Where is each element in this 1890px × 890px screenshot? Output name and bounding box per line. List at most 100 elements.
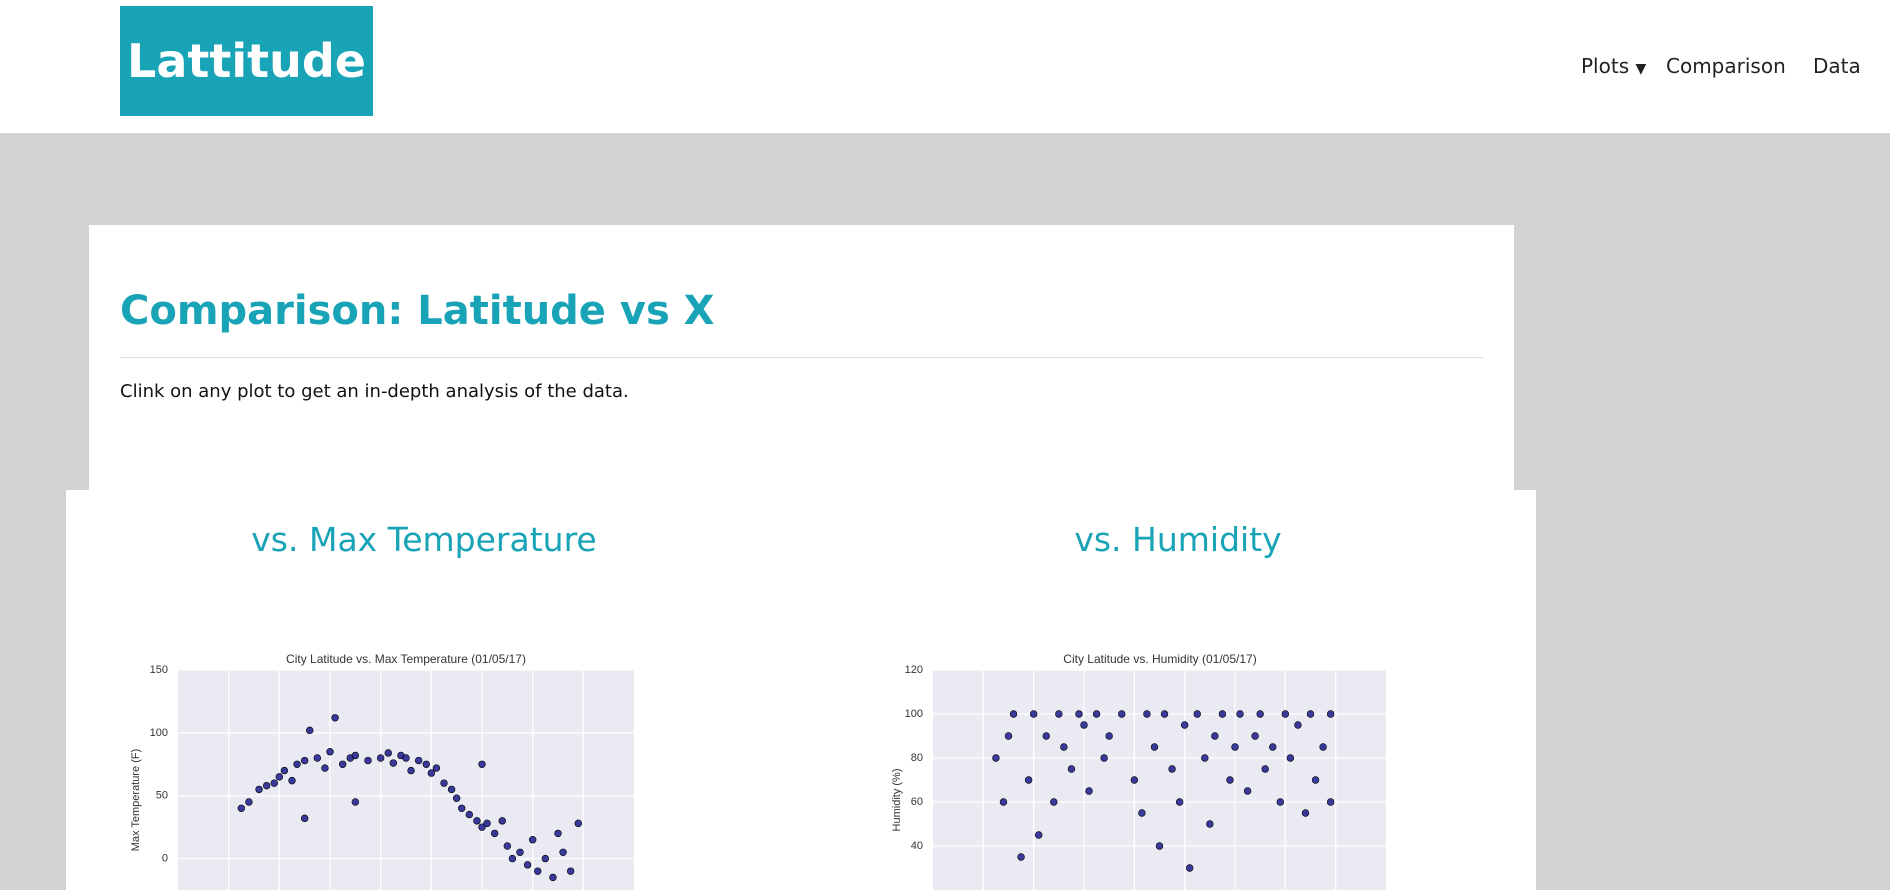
point: [376, 754, 385, 762]
y-tick-label: 50: [156, 790, 168, 802]
point: [1118, 710, 1126, 718]
point: [1201, 754, 1209, 762]
point: [1294, 721, 1302, 729]
divider: [120, 357, 1483, 358]
point: [422, 760, 430, 768]
point: [237, 804, 246, 812]
point: [478, 823, 486, 831]
plot-area: [933, 670, 1386, 890]
point: [516, 848, 524, 856]
point: [490, 829, 499, 838]
y-tick-label: 120: [905, 664, 923, 676]
point: [1311, 776, 1320, 784]
caret[interactable]: ▼: [1635, 61, 1647, 77]
point: [1286, 754, 1295, 762]
point: [473, 817, 481, 825]
point: [384, 749, 392, 757]
point: [1075, 710, 1083, 718]
point: [1100, 754, 1108, 762]
intro: Clink on any plot to get an in-depth ana…: [120, 381, 629, 402]
nav-data[interactable]: Data: [1813, 54, 1861, 78]
point: [478, 760, 486, 768]
chart-title: City Latitude vs. Max Temperature (01/05…: [286, 652, 526, 666]
nav-plots[interactable]: Plots ▼: [1581, 54, 1646, 78]
plot-area: [178, 670, 634, 890]
point: [407, 766, 415, 775]
point: [1143, 710, 1151, 718]
point: [1105, 732, 1113, 740]
point: [1050, 798, 1058, 806]
point: [452, 794, 461, 802]
point: [1231, 743, 1239, 751]
point: [427, 769, 436, 777]
point: [1160, 710, 1169, 718]
point: [559, 848, 567, 856]
y-tick-label: 100: [905, 708, 923, 720]
point: [534, 867, 542, 875]
point: [1180, 721, 1189, 729]
y-tick-label: 80: [911, 752, 923, 764]
point: [1261, 765, 1269, 773]
point: [270, 779, 278, 787]
point: [414, 756, 423, 765]
point: [465, 810, 474, 819]
point: [1306, 710, 1315, 718]
point: [1193, 710, 1201, 718]
y-axis-label: Humidity (%): [891, 769, 903, 832]
point: [458, 804, 466, 812]
point: [498, 817, 506, 825]
point: [523, 861, 532, 869]
point: [1226, 776, 1234, 784]
point: [1130, 776, 1139, 784]
nav-comparison[interactable]: Comparison: [1666, 54, 1786, 78]
point: [1256, 710, 1264, 718]
y-tick-label: 0: [162, 852, 168, 864]
y-axis-label: Max Temperature (F): [130, 749, 142, 852]
point: [503, 842, 512, 850]
point: [1301, 809, 1310, 817]
point: [1269, 743, 1277, 751]
point: [1206, 820, 1214, 828]
point: [549, 873, 557, 882]
point: [288, 776, 296, 785]
point: [313, 754, 322, 762]
point: [338, 760, 347, 768]
point: [306, 726, 314, 735]
point: [1326, 798, 1335, 806]
point: [1236, 710, 1244, 718]
point: [331, 714, 339, 722]
point: [389, 759, 398, 767]
point: [574, 819, 582, 828]
heading: Comparison: Latitude vs X: [120, 288, 715, 334]
panel-title: vs. Max Temperature: [251, 520, 597, 559]
point: [1185, 864, 1194, 872]
point: [440, 779, 448, 787]
point: [566, 867, 575, 875]
point: [262, 781, 271, 790]
point: [300, 814, 309, 823]
point: [1281, 710, 1290, 718]
point: [1024, 776, 1033, 784]
point: [999, 798, 1008, 806]
point: [351, 751, 360, 760]
nav-label[interactable]: Plots: [1581, 54, 1630, 78]
logo[interactable]: Lattitude: [120, 6, 373, 116]
point: [364, 756, 372, 765]
point: [1080, 721, 1088, 729]
point: [293, 760, 301, 768]
point: [541, 854, 550, 863]
y-tick-label: 150: [150, 664, 168, 676]
point: [1042, 732, 1050, 740]
point: [508, 854, 517, 863]
point: [300, 756, 309, 765]
point: [1017, 853, 1025, 861]
point: [1029, 710, 1038, 718]
point: [255, 785, 263, 794]
navbar: Lattitude Plots ▼ Comparison Data: [0, 0, 1890, 133]
point: [245, 798, 253, 806]
point: [402, 754, 410, 762]
point: [1243, 787, 1252, 795]
point: [321, 764, 329, 772]
